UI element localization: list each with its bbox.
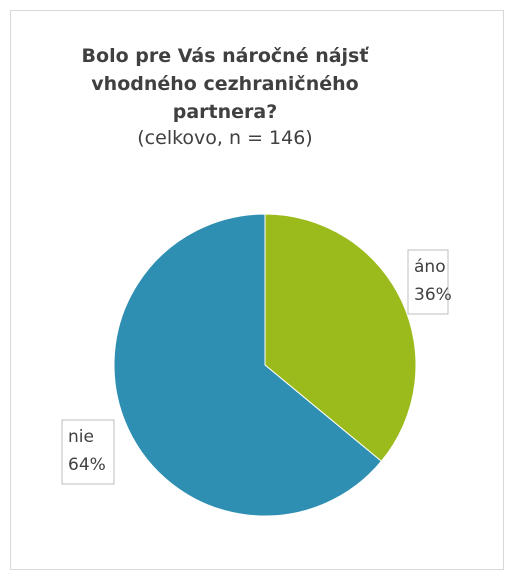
chart-title: Bolo pre Vás náročné nájsť vhodného cezh…: [81, 45, 369, 123]
slice-category-label: nie: [68, 427, 94, 447]
label-box: [407, 249, 449, 315]
pie-slice: [113, 213, 383, 517]
slice-value-label: 64%: [68, 455, 106, 475]
label-box: [61, 419, 115, 485]
slice-value-label: 36%: [414, 285, 452, 305]
chart-subtitle: (celkovo, n = 146): [137, 127, 313, 149]
slice-category-label: áno: [414, 257, 446, 277]
pie-slice: [264, 213, 417, 462]
